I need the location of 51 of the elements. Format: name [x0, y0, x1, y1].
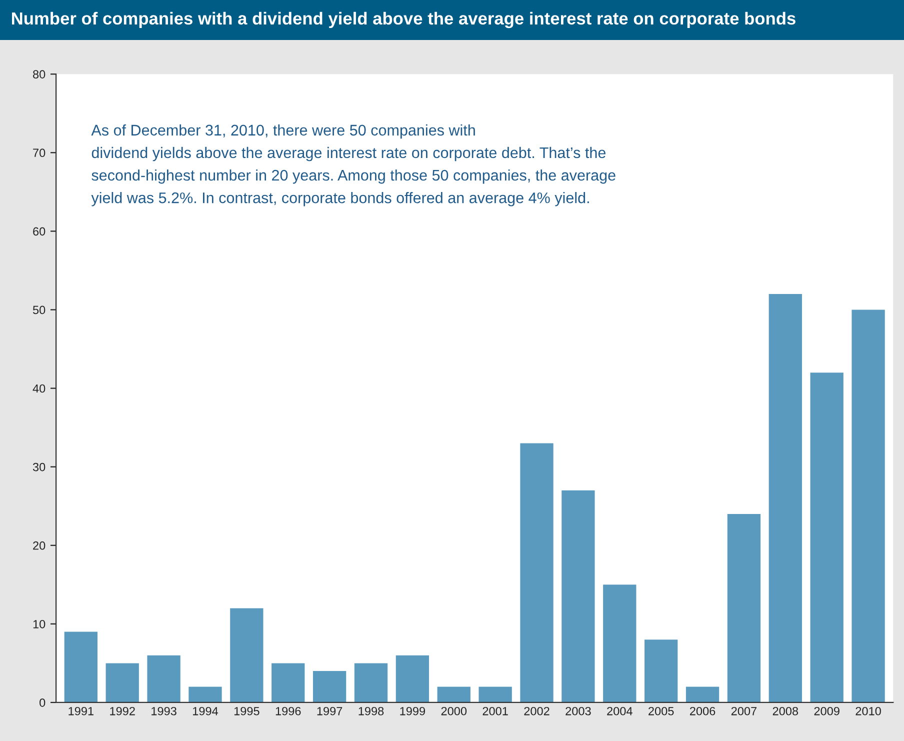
y-tick-label: 0 [40, 698, 46, 707]
y-tick-label: 50 [32, 306, 46, 314]
bar [478, 686, 512, 702]
bar [768, 294, 802, 702]
x-tick-label: 2007 [731, 706, 757, 716]
annotation: As of December 31, 2010, there were 50 companies with dividend yields above the average interest rate on corporate debt. That’s the second-highest number in 20 years. Among those 50 companies, the average yield was 5.2%. In contrast, corporate bonds offered an average 4% yield. [91, 124, 616, 206]
bar [230, 608, 264, 702]
y-tick-label: 10 [33, 620, 46, 628]
bar [603, 584, 636, 702]
bar [106, 663, 139, 702]
x-tick-label: 2001 [482, 706, 508, 716]
y-tick-label: 30 [32, 462, 46, 472]
y-tick-label: 80 [33, 70, 46, 78]
y-tick-label: 20 [33, 541, 46, 550]
bar [312, 671, 346, 702]
x-tick-label: 1999 [400, 706, 426, 716]
x-tick-label: 2003 [566, 706, 591, 716]
bar [686, 686, 720, 702]
bar [852, 310, 885, 702]
x-tick-label: 1994 [193, 706, 218, 716]
x-tick-label: 2002 [524, 706, 550, 716]
bar [562, 490, 595, 702]
bar [354, 663, 388, 702]
bar [272, 663, 305, 702]
bar [64, 632, 98, 702]
bar [520, 443, 554, 702]
x-tick-label: 2008 [772, 706, 798, 716]
x-tick-label: 1992 [110, 706, 135, 716]
x-tick-label: 1996 [276, 706, 301, 716]
x-tick-label: 1993 [152, 706, 176, 716]
y-tick-label: 60 [33, 227, 46, 236]
x-tick-label: 2010 [856, 706, 881, 716]
bar [396, 655, 430, 702]
x-tick-label: 2006 [690, 706, 716, 716]
x-tick-label: 2004 [607, 706, 632, 716]
y-tick-label: 70 [33, 148, 46, 158]
x-tick-label: 1995 [234, 706, 260, 716]
bar [727, 514, 761, 702]
bar [147, 655, 180, 702]
bar [188, 686, 222, 702]
x-tick-label: 1998 [358, 706, 384, 716]
x-tick-label: 2009 [814, 706, 840, 716]
chart-title: Number of companies with a dividend yield above the average interest rate on corporate bonds [12, 12, 796, 28]
x-tick-label: 2005 [648, 706, 674, 716]
x-tick-label: 1991 [68, 706, 94, 716]
y-tick-label: 40 [32, 384, 46, 393]
bar [437, 686, 470, 702]
bar [644, 640, 678, 702]
x-tick-label: 2000 [441, 706, 467, 716]
x-tick-label: 1997 [317, 706, 342, 716]
bar [810, 372, 844, 702]
